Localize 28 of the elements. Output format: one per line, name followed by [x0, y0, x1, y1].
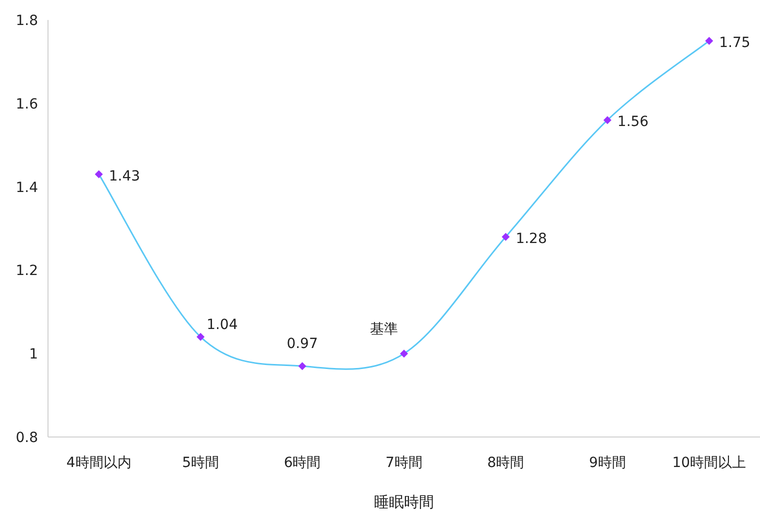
- data-label: 1.28: [516, 230, 547, 247]
- x-tick-label: 4時間以内: [66, 455, 132, 471]
- x-tick-label: 9時間: [588, 455, 626, 471]
- point: [603, 116, 612, 124]
- y-tick-label: 1.6: [16, 96, 38, 112]
- x-tick-label: 7時間: [386, 455, 422, 471]
- x-tick-label: 10時間以上: [672, 455, 746, 471]
- point: [196, 332, 205, 341]
- data-label: 基準: [370, 322, 398, 338]
- y-tick-label: 0.8: [16, 430, 38, 446]
- y-tick-label: 1.8: [16, 13, 38, 29]
- y-tick-label: 1.2: [16, 263, 38, 280]
- point: [94, 170, 103, 178]
- point: [705, 36, 714, 45]
- data-label: 0.97: [286, 336, 318, 352]
- x-tick-label: 6時間: [284, 455, 321, 471]
- point: [400, 350, 408, 358]
- x-axis-title: 睡眠時間: [374, 493, 434, 511]
- y-tick-label: 1.4: [16, 180, 38, 196]
- point: [298, 362, 306, 370]
- point: [502, 232, 510, 241]
- x-tick-label: 5時間: [182, 455, 220, 471]
- data-label: 1.04: [206, 316, 238, 333]
- data-label: 1.43: [108, 168, 140, 184]
- data-label: 1.75: [719, 34, 750, 51]
- data-label: 1.56: [617, 114, 649, 130]
- x-tick-label: 8時間: [487, 455, 524, 471]
- y-tick-label: 1: [29, 346, 38, 363]
